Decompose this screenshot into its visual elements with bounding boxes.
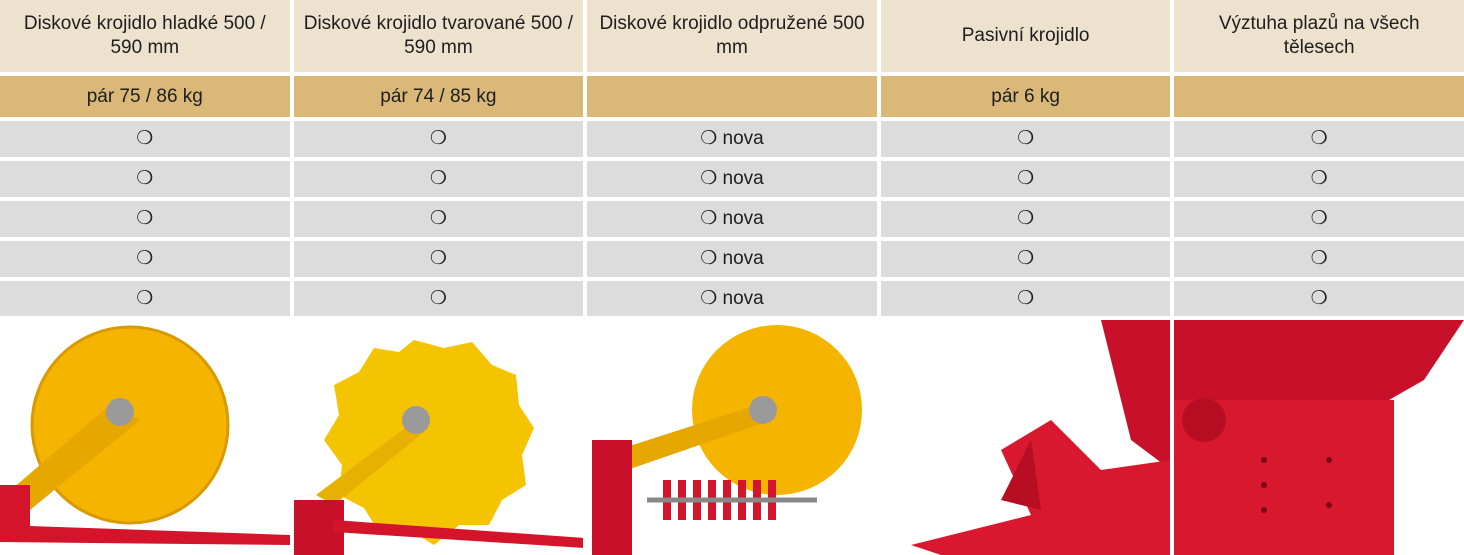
option-cell: ❍: [880, 281, 1171, 316]
option-cell: ❍: [1174, 241, 1464, 277]
weight-cell: [587, 76, 877, 117]
weight-cell: pár 6 kg: [880, 76, 1171, 117]
image-cell: [1174, 320, 1464, 555]
option-cell: ❍: [1174, 281, 1464, 316]
option-cell: ❍: [880, 241, 1171, 277]
option-cell: ❍: [880, 161, 1171, 197]
sprung-disc-image: [592, 325, 863, 555]
image-cell: [587, 320, 877, 555]
option-cell: ❍ nova: [587, 121, 877, 157]
option-cell: ❍: [880, 201, 1171, 237]
option-cell: ❍: [1174, 161, 1464, 197]
smooth-disc-image: [0, 325, 290, 545]
option-cell: ❍: [293, 121, 584, 157]
option-cell: ❍: [880, 121, 1171, 157]
header-cell: Pasivní krojidlo: [880, 0, 1171, 72]
reinforcement-image: [1174, 320, 1464, 555]
image-cell: [293, 320, 584, 555]
weight-cell: [1174, 76, 1464, 117]
header-cell: Diskové krojidlo tvarované 500 / 590 mm: [293, 0, 584, 72]
image-cell: [0, 320, 290, 555]
option-cell: ❍ nova: [587, 281, 877, 316]
header-cell: Diskové krojidlo hladké 500 / 590 mm: [0, 0, 290, 72]
option-cell: ❍: [0, 161, 290, 197]
header-cell: Výztuha plazů na všech tělesech: [1174, 0, 1464, 72]
weight-cell: pár 74 / 85 kg: [293, 76, 584, 117]
option-cell: ❍ nova: [587, 201, 877, 237]
header-cell: Diskové krojidlo odpružené 500 mm: [587, 0, 877, 72]
option-cell: ❍: [293, 161, 584, 197]
option-cell: ❍: [0, 121, 290, 157]
option-cell: ❍ nova: [587, 241, 877, 277]
image-cell: [880, 320, 1171, 555]
option-cell: ❍ nova: [587, 161, 877, 197]
option-cell: ❍: [0, 241, 290, 277]
option-cell: ❍: [293, 281, 584, 316]
option-cell: ❍: [1174, 201, 1464, 237]
option-cell: ❍: [0, 281, 290, 316]
option-cell: ❍: [1174, 121, 1464, 157]
option-cell: ❍: [0, 201, 290, 237]
option-cell: ❍: [293, 201, 584, 237]
passive-coulter-image: [910, 320, 1171, 555]
weight-cell: pár 75 / 86 kg: [0, 76, 290, 117]
shaped-disc-image: [293, 340, 584, 555]
option-cell: ❍: [293, 241, 584, 277]
